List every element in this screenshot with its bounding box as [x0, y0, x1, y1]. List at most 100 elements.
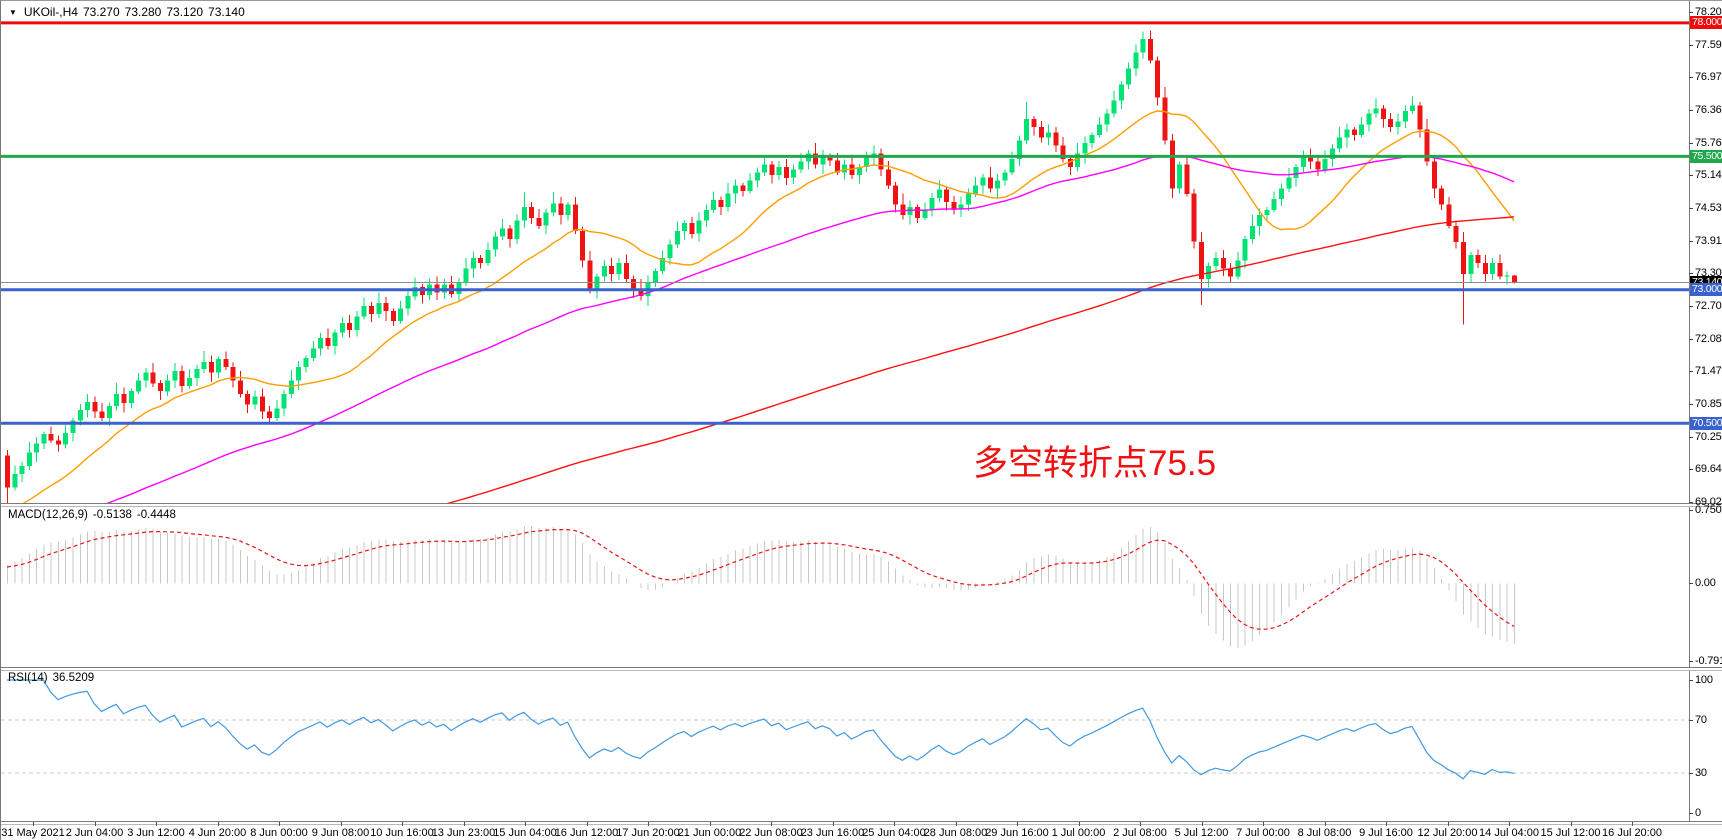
candle-body	[26, 452, 32, 466]
candle-body	[594, 276, 600, 290]
candlestick-chart-canvas[interactable]	[1, 1, 1689, 504]
candle-body	[77, 409, 83, 421]
current-price-tag: 73.140	[1690, 275, 1722, 289]
candle-body	[711, 200, 717, 210]
rsi-tick-label: 0	[1695, 807, 1701, 819]
candle-body	[514, 220, 520, 240]
ma-medium-line	[103, 155, 1515, 504]
rsi-indicator-canvas[interactable]	[1, 670, 1689, 821]
candle-body	[85, 401, 91, 410]
ma-fast-line	[20, 110, 1515, 504]
candle-body	[303, 358, 309, 368]
candle-body	[543, 212, 549, 226]
candle-body	[864, 157, 870, 168]
candle-body	[1286, 177, 1292, 189]
rsi-title: RSI(14)	[8, 672, 48, 684]
candle-body	[92, 401, 98, 412]
time-tick-label: 5 Jul 12:00	[1174, 827, 1229, 839]
time-tick-label: 7 Jul 00:00	[1236, 827, 1290, 839]
candle-body	[1257, 215, 1263, 226]
time-tick-label: 21 Jun 00:00	[677, 827, 742, 839]
candle-body	[783, 167, 789, 178]
price-tick-label: 75.145	[1695, 169, 1722, 182]
symbol-dropdown-icon[interactable]: ▼	[9, 8, 17, 17]
candle-body	[893, 185, 899, 205]
macd-indicator-canvas[interactable]	[1, 506, 1689, 667]
ohlc-low: 73.120	[166, 5, 204, 19]
candle-body	[725, 193, 731, 207]
macd-title: MACD(12,26,9)	[8, 509, 88, 521]
candle-body	[1198, 241, 1204, 280]
price-tick-label: 76.975	[1695, 71, 1722, 84]
candle-body	[1482, 263, 1488, 274]
candle-body	[1402, 111, 1408, 122]
candle-body	[1053, 132, 1059, 146]
time-tick-label: 8 Jun 00:00	[250, 827, 308, 839]
time-tick-label: 25 Jun 04:00	[862, 827, 926, 839]
price-tick-label: 70.255	[1695, 430, 1722, 443]
price-tick-label: 72.085	[1695, 332, 1722, 345]
ma-slow-line	[443, 216, 1515, 504]
macd-signal-value: -0.4448	[136, 509, 176, 521]
candle-body	[1329, 148, 1335, 160]
price-tick-label: 76.360	[1695, 104, 1722, 116]
candle-body	[463, 268, 469, 282]
price-tick-label: 73.300	[1695, 267, 1722, 280]
candle-body	[99, 411, 105, 418]
candle-body	[798, 161, 804, 170]
candle-body	[1213, 257, 1219, 266]
time-axis-separator	[1, 821, 1722, 825]
candle-body	[354, 316, 360, 330]
candle-body	[1038, 127, 1044, 138]
candle-body	[973, 185, 979, 194]
candle-body	[740, 185, 746, 191]
candle-body	[55, 440, 61, 445]
candle-body	[1082, 143, 1088, 154]
macd-main-value: -0.5138	[92, 509, 132, 521]
candle-body	[1097, 124, 1102, 136]
price-level-tag: 70.500	[1690, 416, 1722, 430]
candle-body	[1111, 100, 1117, 114]
rsi-line	[7, 679, 1515, 780]
candle-body	[813, 153, 819, 165]
candle-body	[652, 271, 658, 282]
candle-body	[41, 433, 47, 444]
price-tick-label: 74.530	[1695, 202, 1722, 214]
candle-body	[245, 393, 251, 405]
price-level-tag: 75.500	[1690, 149, 1722, 163]
candle-body	[965, 193, 971, 205]
candle-body	[281, 393, 287, 409]
candle-body	[1395, 121, 1401, 127]
macd-tick-label: 0.00	[1695, 577, 1716, 590]
candle-body	[827, 156, 833, 161]
time-tick-label: 23 Jun 16:00	[800, 827, 865, 839]
candle-body	[216, 359, 222, 373]
candle-body	[1016, 140, 1022, 160]
candle-body	[237, 380, 243, 394]
candle-body	[19, 466, 25, 474]
price-axis-line	[1689, 1, 1690, 823]
candle-body	[1315, 161, 1321, 170]
candle-body	[1446, 204, 1452, 226]
candle-body	[507, 228, 513, 240]
rsi-label: RSI(14) 36.5209	[8, 672, 94, 684]
time-tick-label: 17 Jun 20:00	[616, 827, 680, 839]
time-tick-label: 1 Jul 00:00	[1051, 827, 1106, 839]
candle-body	[369, 305, 374, 314]
candle-body	[1060, 145, 1066, 159]
candle-body	[208, 361, 214, 373]
candle-body	[1417, 105, 1423, 130]
candle-body	[157, 383, 163, 392]
candle-body	[951, 201, 957, 210]
candle-body	[121, 393, 127, 403]
chart-title: ▼ UKOil-,H4 73.270 73.280 73.120 73.140	[9, 5, 245, 19]
candle-body	[223, 359, 229, 368]
candle-body	[1490, 263, 1496, 274]
time-tick-label: 16 Jul 20:00	[1602, 827, 1662, 839]
ohlc-high: 73.280	[124, 5, 162, 19]
candle-body	[834, 160, 840, 173]
time-tick-label: 13 Jun 23:00	[431, 827, 496, 839]
candle-body	[907, 207, 913, 216]
candle-body	[929, 198, 935, 210]
candle-body	[915, 207, 920, 218]
